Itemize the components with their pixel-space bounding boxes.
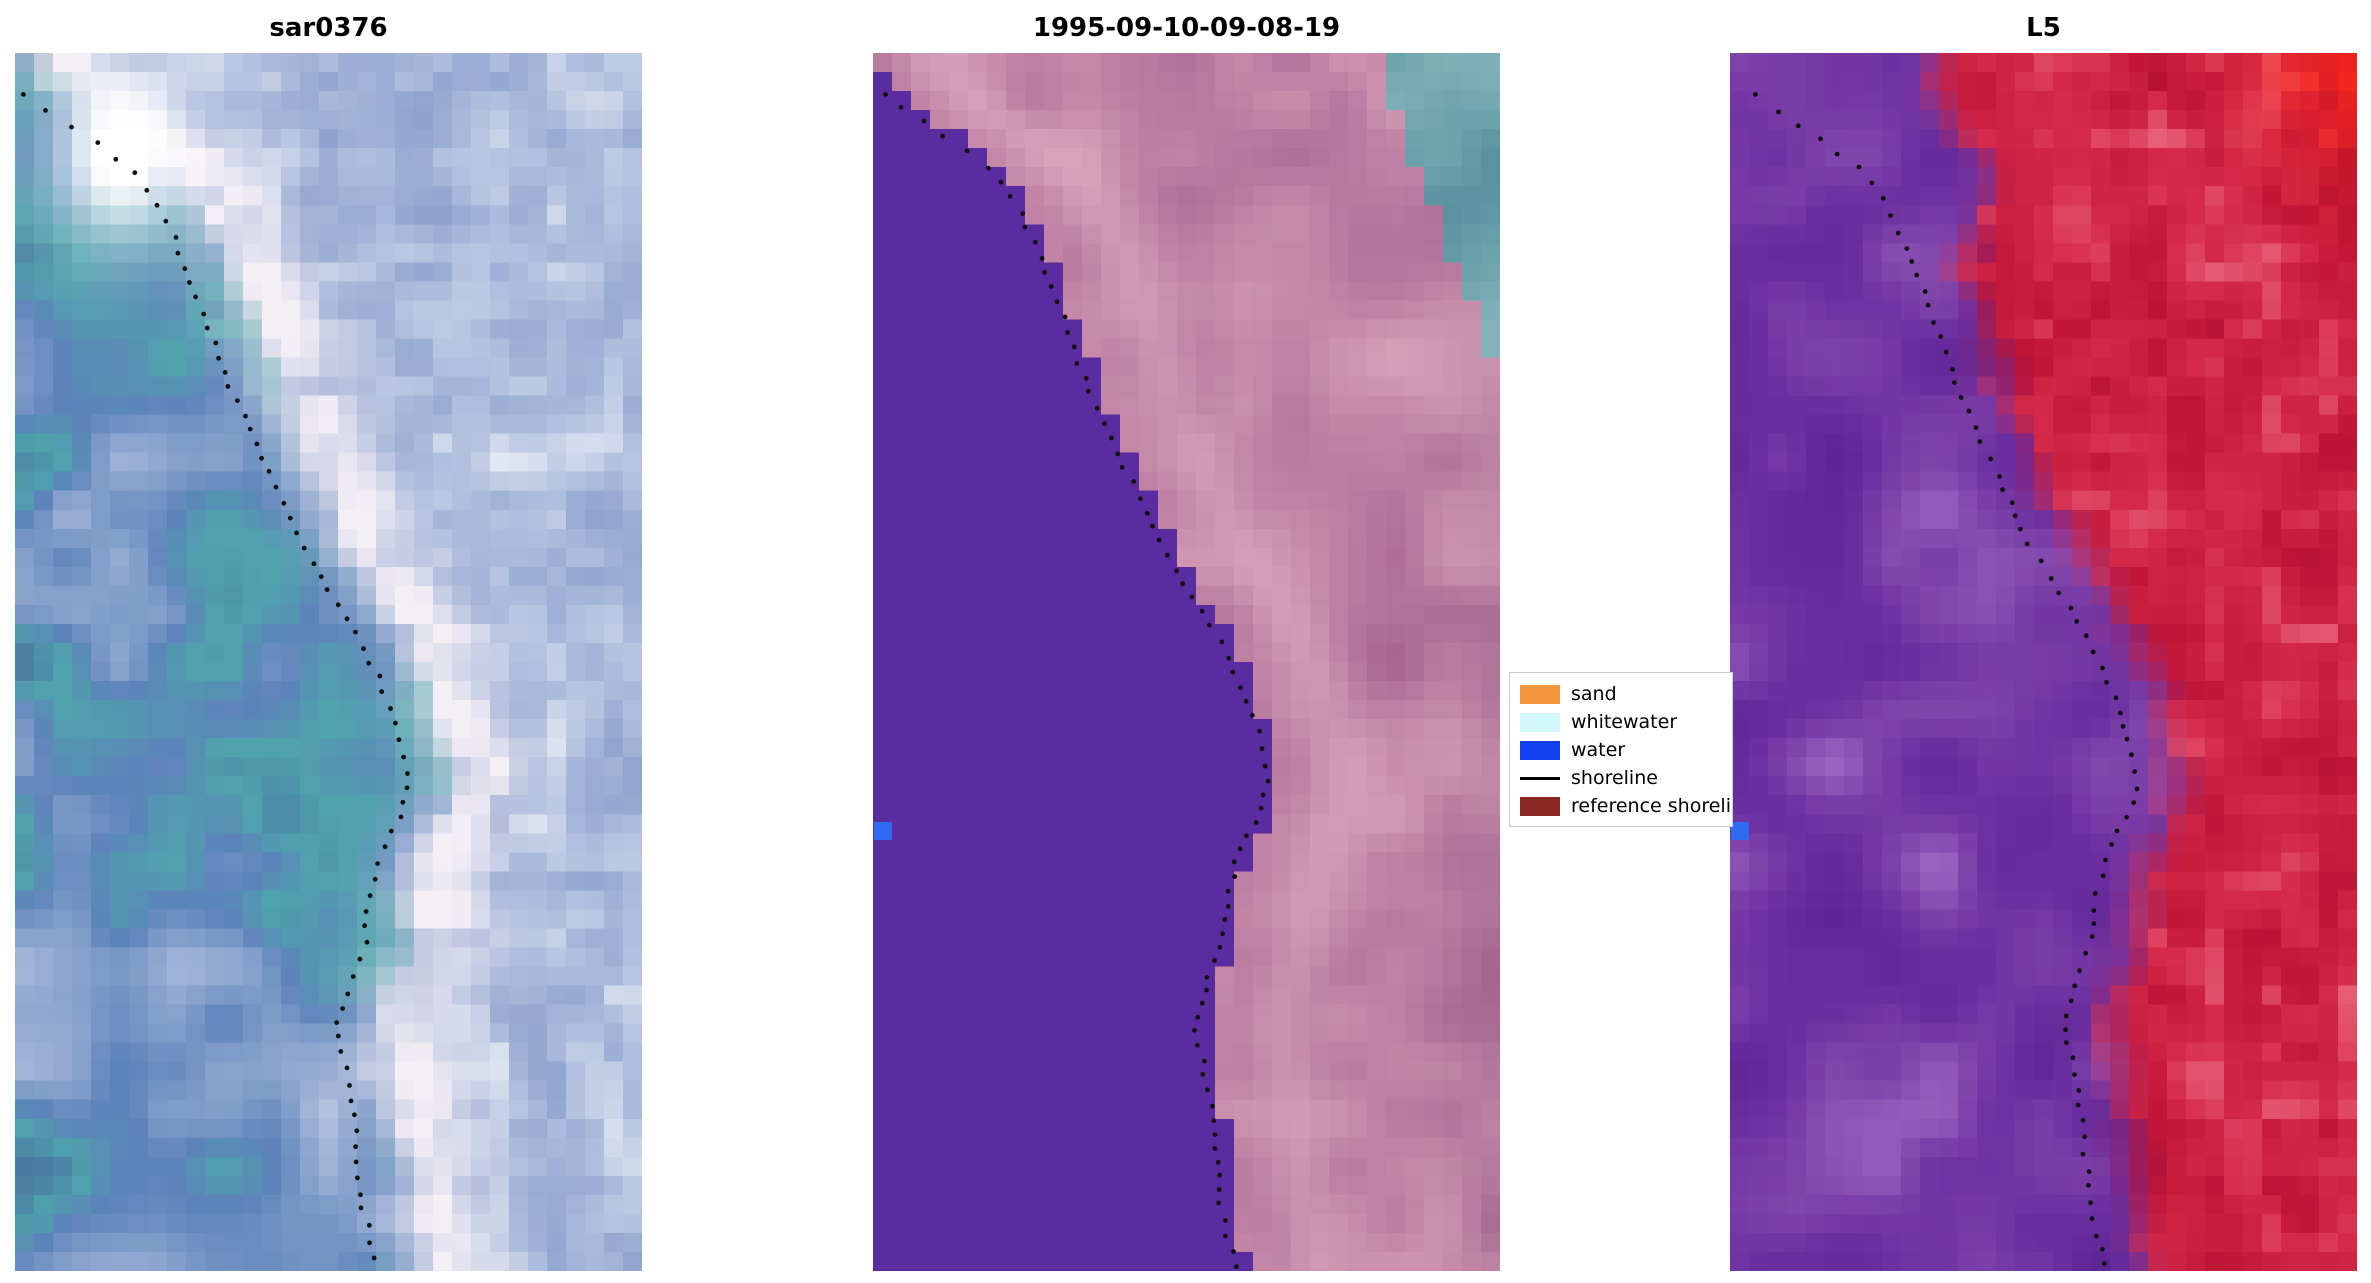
panel-l5 (1730, 53, 2357, 1271)
l5-image-canvas (1730, 53, 2357, 1271)
legend-item-reference-shoreline: reference shoreline (1520, 792, 1732, 820)
classified-image-canvas (873, 53, 1500, 1271)
panel-title-l5: L5 (2026, 13, 2061, 43)
panel-title-sar: sar0376 (269, 13, 388, 43)
legend-label-whitewater: whitewater (1571, 711, 1678, 733)
legend-label-reference-shoreline: reference shoreline (1571, 795, 1732, 817)
legend-item-sand: sand (1520, 680, 1732, 708)
legend-label-shoreline: shoreline (1571, 767, 1658, 789)
water-point-marker (1731, 822, 1749, 840)
panel-title-classified: 1995-09-10-09-08-19 (1032, 13, 1341, 43)
sar-image-canvas (15, 53, 642, 1271)
whitewater-swatch-icon (1520, 712, 1560, 732)
water-swatch-icon (1520, 740, 1560, 760)
panel-classified-1995-09-10 (873, 53, 1500, 1271)
sand-swatch-icon (1520, 684, 1560, 704)
legend-label-sand: sand (1571, 683, 1617, 705)
legend: sand whitewater water shoreline referenc… (1509, 672, 1733, 827)
shoreline-line-icon (1520, 776, 1560, 780)
legend-item-shoreline: shoreline (1520, 764, 1732, 792)
legend-item-water: water (1520, 736, 1732, 764)
legend-item-whitewater: whitewater (1520, 708, 1732, 736)
panel-sar0376 (15, 53, 642, 1271)
water-point-marker (874, 822, 892, 840)
legend-label-water: water (1571, 739, 1626, 761)
reference-shoreline-swatch-icon (1520, 796, 1560, 816)
